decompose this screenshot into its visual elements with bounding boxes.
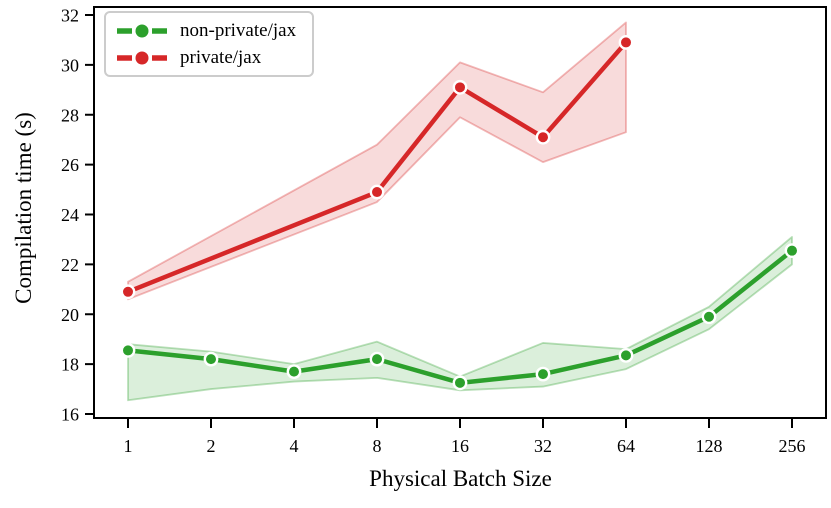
x-tick-label: 256 — [779, 436, 806, 456]
marker-non-private/jax — [535, 366, 551, 382]
x-tick-label: 64 — [617, 436, 635, 456]
legend-label-non-private: non-private/jax — [180, 20, 297, 41]
marker-non-private/jax — [618, 347, 634, 363]
x-tick-label: 32 — [534, 436, 552, 456]
y-tick-label: 18 — [61, 355, 79, 375]
y-tick-label: 16 — [61, 405, 79, 425]
plot-border — [93, 6, 827, 419]
y-tick-label: 20 — [61, 305, 79, 325]
marker-non-private/jax — [369, 351, 385, 367]
legend-item-private: private/jax — [116, 48, 296, 67]
marker-private/jax — [452, 79, 468, 95]
marker-private/jax — [535, 129, 551, 145]
marker-non-private/jax — [120, 343, 136, 358]
x-tick-label: 16 — [451, 436, 469, 456]
marker-non-private/jax — [203, 351, 219, 367]
y-tick-label: 28 — [61, 105, 79, 125]
band-private/jax — [127, 21, 627, 301]
x-tick-label: 8 — [373, 436, 382, 456]
y-tick-label: 32 — [61, 6, 79, 26]
marker-private/jax — [120, 284, 136, 300]
x-tick-label: 128 — [696, 436, 723, 456]
y-tick-label: 22 — [61, 255, 79, 275]
marker-non-private/jax — [784, 243, 800, 259]
marker-non-private/jax — [452, 375, 468, 391]
marker-non-private/jax — [286, 364, 302, 380]
x-tick-label: 1 — [124, 436, 133, 456]
marker-non-private/jax — [701, 309, 717, 325]
y-tick-label: 30 — [61, 55, 79, 75]
marker-private/jax — [618, 35, 634, 50]
y-axis-label: Compilation time (s) — [11, 112, 36, 304]
marker-private/jax — [369, 184, 385, 200]
y-tick-label: 26 — [61, 155, 79, 175]
legend-item-non-private: non-private/jax — [116, 21, 296, 40]
x-axis-label: Physical Batch Size — [369, 466, 552, 491]
y-tick-label: 24 — [61, 205, 79, 225]
legend-key-non-private-icon — [117, 24, 167, 37]
x-tick-label: 4 — [290, 436, 299, 456]
x-tick-label: 2 — [207, 436, 216, 456]
legend-label-private: private/jax — [180, 47, 262, 68]
legend-key-private-icon — [117, 51, 167, 64]
legend: non-private/jax private/jax — [104, 11, 315, 77]
